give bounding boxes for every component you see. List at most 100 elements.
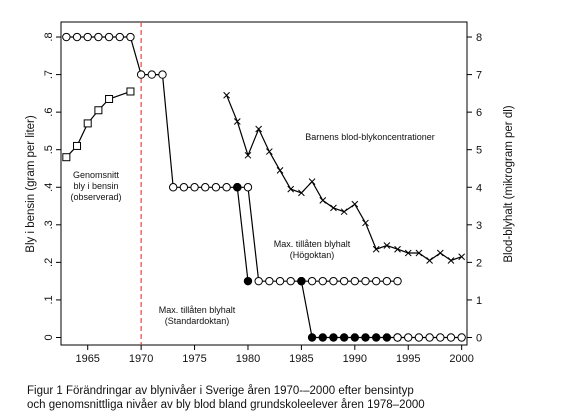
annotation-line: Max. tillåten blyhalt <box>159 305 236 315</box>
data-point-circle-open <box>361 276 370 286</box>
x-tick-label: 1975 <box>182 353 206 365</box>
y-left-tick-label: .1 <box>43 295 55 304</box>
data-point-x <box>394 245 401 253</box>
y-right-tick-label: 7 <box>476 70 482 82</box>
series-0 <box>62 87 135 162</box>
data-point-circle-open <box>211 183 221 192</box>
data-point-circle-open <box>83 32 92 42</box>
y-right-tick-label: 1 <box>476 295 482 307</box>
caption-line-2: och genomsnittliga nivåer av bly blod bl… <box>27 399 425 411</box>
annotation-hogoktan: Max. tillåten blyhalt (Högoktan) <box>274 239 351 260</box>
y-right-tick-label: 5 <box>476 145 482 157</box>
data-point-circle-open <box>201 183 210 192</box>
annotation-barnens: Barnens blod-blykoncentrationer <box>305 132 435 142</box>
data-point-square <box>126 87 135 96</box>
data-point-circle-open <box>393 276 402 286</box>
data-point-circle-open <box>393 333 402 342</box>
data-point-x <box>362 219 369 227</box>
data-point-x <box>308 178 316 185</box>
y-right-tick-label: 3 <box>476 220 482 232</box>
y-axis-left-title: Bly i bensin (gram per liter) <box>25 115 37 253</box>
data-point-circle-filled <box>350 333 360 342</box>
data-point-square <box>94 106 103 115</box>
y-left-tick-label: .4 <box>43 183 55 192</box>
annotation-line: Max. tillåten blyhalt <box>274 239 351 249</box>
data-point-circle-open <box>382 276 392 286</box>
y-left-tick-label: .8 <box>43 32 55 41</box>
data-point-x <box>244 151 252 159</box>
data-point-circle-open <box>275 276 285 286</box>
data-point-x <box>415 249 423 257</box>
data-point-circle-open <box>339 276 349 286</box>
caption-line-1: Figur 1 Förändringar av blynivåer i Sver… <box>27 385 414 397</box>
data-point-square <box>62 153 71 162</box>
data-point-x <box>330 204 337 212</box>
data-point-x <box>276 167 284 174</box>
data-point-circle-open <box>168 183 178 192</box>
x-tick-label: 1985 <box>289 353 313 365</box>
y-axis-right: 0 1 2 3 4 5 6 7 8 <box>467 32 482 344</box>
data-point-square <box>83 119 92 128</box>
x-tick-label: 1990 <box>343 353 367 365</box>
annotation-standardoktan: Max. tillåten blyhalt (Standardoktan) <box>159 305 236 326</box>
data-point-circle-filled <box>318 333 327 342</box>
annotation-line: (Standardoktan) <box>165 316 230 326</box>
data-point-circle-open <box>286 276 295 286</box>
data-point-x <box>426 257 433 264</box>
data-point-circle-open <box>318 276 327 286</box>
data-point-circle-open <box>104 32 114 42</box>
data-point-x <box>447 257 455 264</box>
y-axis-right-title: Blod-blyhalt (mikrogram per dl) <box>503 105 515 262</box>
data-point-circle-open <box>350 276 360 286</box>
annotation-line: Barnens blod-blykoncentrationer <box>305 132 435 142</box>
lead-levels-chart: 1965 1970 1975 1980 1985 1990 1995 2000 0 .1 .2 .3… <box>25 21 515 365</box>
data-point-circle-open <box>457 333 466 342</box>
data-point-square <box>105 94 114 103</box>
y-left-tick-label: .3 <box>43 220 55 229</box>
data-point-circle-open <box>94 32 103 42</box>
data-point-x <box>233 118 241 125</box>
data-point-circle-open <box>147 70 157 79</box>
data-point-circle-open <box>425 333 434 342</box>
series-line <box>226 94 462 262</box>
y-axis-left: 0 .1 .2 .3 .4 .5 .6 .7 .8 <box>43 32 61 341</box>
series-line <box>300 281 398 339</box>
annotation-genomsnitt: Genomsnitt bly i bensin (observerad) <box>70 170 121 202</box>
y-left-tick-label: .5 <box>43 145 55 154</box>
data-point-x <box>351 200 359 208</box>
data-point-x <box>265 148 273 155</box>
data-point-circle-filled <box>382 333 392 342</box>
y-right-tick-label: 8 <box>476 32 482 44</box>
data-point-circle-open <box>72 32 82 42</box>
data-point-circle-open <box>158 70 167 79</box>
data-point-x <box>287 185 295 193</box>
y-left-tick-label: .6 <box>43 108 55 117</box>
x-axis: 1965 1970 1975 1980 1985 1990 1995 2000 <box>75 345 474 365</box>
series-2 <box>233 183 253 286</box>
data-point-circle-open <box>371 276 381 286</box>
data-point-circle-open <box>136 70 146 79</box>
y-right-tick-label: 4 <box>476 182 482 194</box>
data-point-circle-open <box>179 183 189 192</box>
data-point-circle-open <box>254 276 263 286</box>
data-point-x <box>436 249 444 257</box>
annotation-line: (Högoktan) <box>290 250 335 260</box>
data-point-circle-filled <box>339 333 349 342</box>
data-point-circle-open <box>126 32 135 42</box>
annotation-line: Genomsnitt <box>73 170 120 180</box>
data-point-circle-filled <box>233 183 242 192</box>
data-point-circle-open <box>62 32 71 42</box>
data-point-x <box>372 245 380 253</box>
data-point-circle-filled <box>361 333 370 342</box>
data-point-circle-filled <box>297 276 306 286</box>
data-point-circle-filled <box>307 333 317 342</box>
data-point-circle-open <box>190 183 199 192</box>
data-point-circle-open <box>404 333 413 342</box>
x-tick-label: 2000 <box>449 353 473 365</box>
data-point-circle-open <box>222 183 231 192</box>
data-point-x <box>340 208 348 216</box>
data-point-x <box>319 197 327 204</box>
series-5 <box>223 91 466 264</box>
data-point-x <box>298 189 305 197</box>
series-1 <box>62 32 402 286</box>
